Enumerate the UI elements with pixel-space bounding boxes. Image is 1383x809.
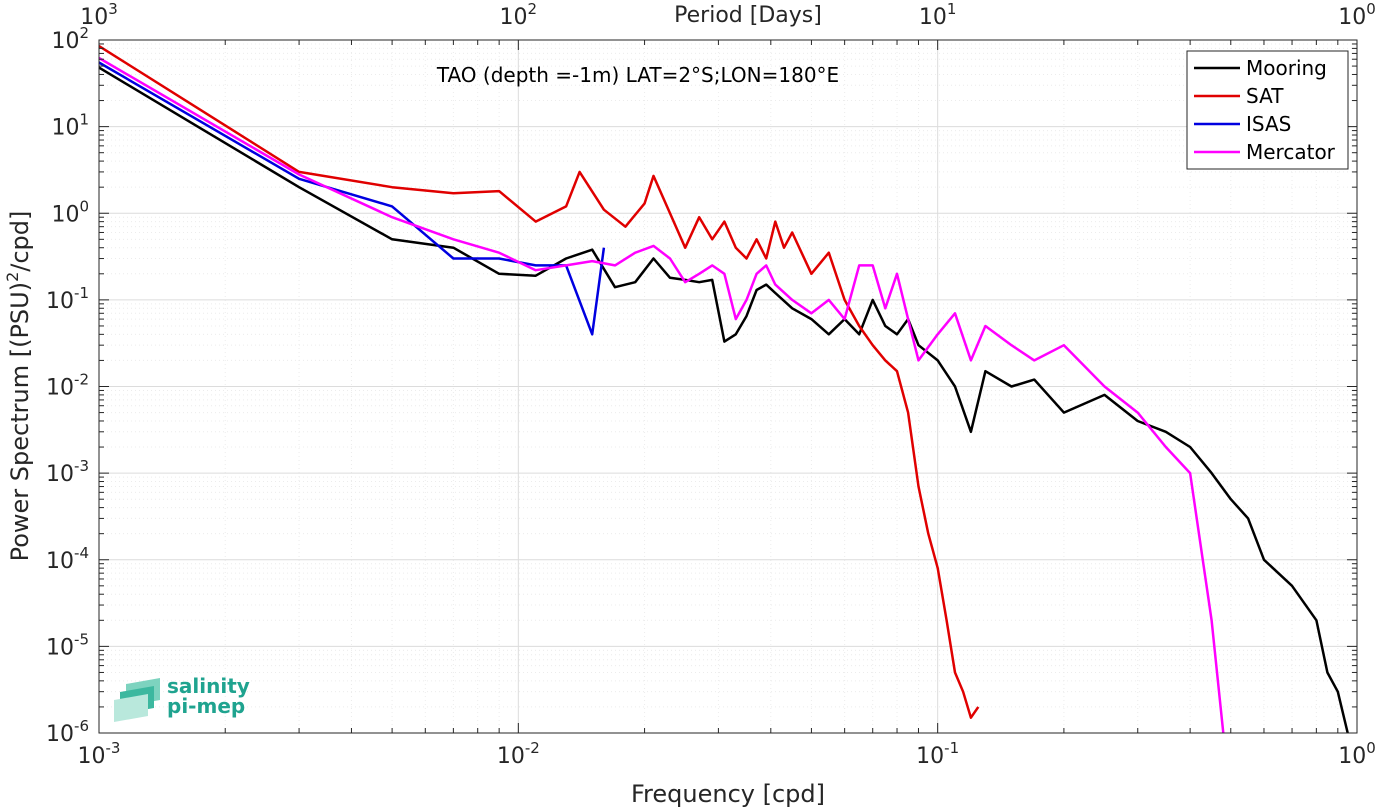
logo-line2: pi-mep <box>167 694 245 718</box>
legend-box <box>1186 50 1349 170</box>
y-tick-label: 10-3 <box>46 457 89 487</box>
ticks <box>98 40 1357 734</box>
y-tick-label: 10-5 <box>46 630 89 660</box>
legend-label-sat: SAT <box>1246 84 1284 108</box>
y-tick-label: 100 <box>51 197 89 227</box>
grid <box>98 40 1357 734</box>
logo-line1: salinity <box>167 674 250 698</box>
y-tick-label: 10-1 <box>46 284 89 314</box>
y-axis-label: Power Spectrum [(PSU)2/cpd] <box>3 211 34 562</box>
y-tick-label: 10-4 <box>46 544 89 574</box>
x-axis-label: Frequency [cpd] <box>631 780 825 808</box>
legend-label-mooring: Mooring <box>1246 56 1327 80</box>
top-tick-label: 103 <box>80 0 118 30</box>
chart-annotation: TAO (depth =-1m) LAT=2°S;LON=180°E <box>436 63 839 87</box>
salinity-pi-mep-logo: salinity pi-mep <box>114 674 250 722</box>
y-tick-label: 10-2 <box>46 371 89 401</box>
x-tick-label: 100 <box>1338 739 1376 769</box>
top-axis-label: Period [Days] <box>674 3 822 28</box>
y-tick-label: 102 <box>51 24 89 54</box>
legend-label-isas: ISAS <box>1246 112 1291 136</box>
series-line-sat <box>98 45 980 719</box>
logo-wave-front <box>114 694 148 722</box>
series-line-mercator <box>98 56 1225 734</box>
legend: Mooring SAT ISAS Mercator <box>1186 50 1349 170</box>
x-tick-label: 10-1 <box>916 739 959 769</box>
x-tick-label: 10-3 <box>78 739 121 769</box>
top-tick-label: 102 <box>500 0 538 30</box>
x-tick-label: 10-2 <box>497 739 540 769</box>
legend-label-mercator: Mercator <box>1246 140 1336 164</box>
y-tick-label: 10-6 <box>46 717 89 747</box>
y-tick-label: 101 <box>51 111 89 141</box>
top-tick-label: 101 <box>919 0 957 30</box>
series-layer <box>98 45 1349 734</box>
series-line-mooring <box>98 66 1349 734</box>
top-tick-label: 100 <box>1338 0 1376 30</box>
